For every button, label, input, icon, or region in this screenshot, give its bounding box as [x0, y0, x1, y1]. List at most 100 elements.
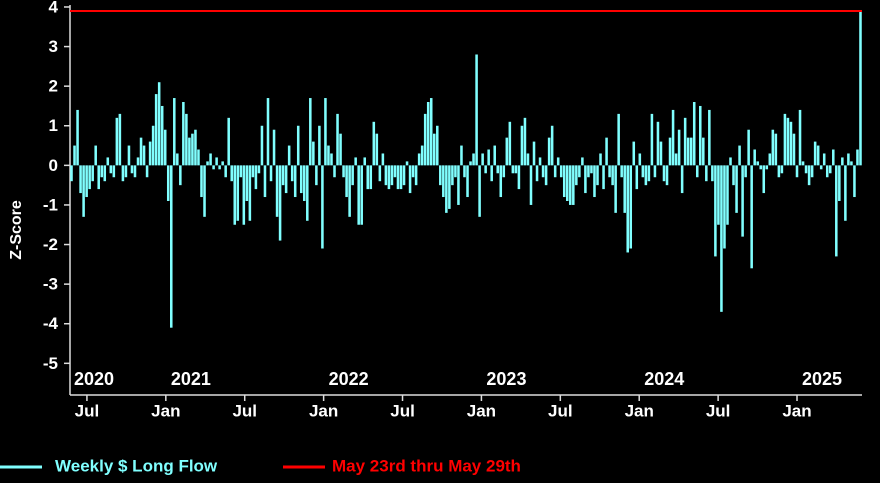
bar: [399, 165, 403, 190]
bar: [692, 102, 696, 166]
bar: [708, 109, 711, 166]
bar: [578, 165, 581, 178]
bar: [263, 165, 267, 198]
bar: [641, 165, 645, 178]
bar: [106, 157, 110, 166]
bar: [127, 145, 131, 166]
bar: [173, 98, 176, 166]
bar: [145, 165, 149, 178]
bar: [602, 165, 605, 190]
bar: [723, 165, 726, 249]
bar: [169, 165, 173, 328]
bar: [284, 165, 288, 194]
bar: [414, 165, 418, 186]
bar: [547, 137, 551, 166]
y-tick-label: 3: [49, 37, 58, 56]
bar: [381, 153, 385, 166]
bar: [741, 165, 744, 237]
x-tick-label: Jan: [625, 401, 654, 420]
bar: [423, 113, 427, 166]
bar: [789, 121, 793, 166]
bar: [115, 117, 119, 166]
bar: [768, 153, 772, 166]
bar: [493, 145, 496, 166]
bar: [505, 137, 509, 166]
bar: [538, 157, 542, 166]
bar: [668, 137, 672, 166]
bar: [378, 165, 382, 182]
bar: [148, 141, 152, 166]
bar: [490, 165, 493, 182]
bar: [405, 161, 409, 166]
bar: [623, 165, 626, 213]
bar: [584, 165, 587, 194]
bar: [248, 165, 252, 221]
y-tick-label: -2: [43, 235, 58, 254]
bar: [402, 165, 406, 186]
bar: [333, 165, 336, 178]
bar: [73, 145, 76, 166]
bar: [662, 165, 666, 182]
bar: [239, 165, 243, 178]
bar: [112, 165, 116, 178]
bar: [714, 165, 717, 257]
bar: [309, 98, 312, 166]
bar: [429, 98, 433, 166]
bar: [856, 149, 859, 166]
bar: [825, 165, 829, 178]
bar: [436, 125, 439, 166]
bar: [695, 165, 699, 178]
bar: [608, 165, 611, 178]
bar: [139, 137, 143, 166]
bar: [290, 165, 294, 182]
bar: [774, 133, 778, 166]
bar: [795, 165, 799, 178]
bar: [614, 165, 617, 213]
bar: [191, 133, 194, 166]
bar: [408, 165, 412, 194]
bar: [590, 165, 593, 174]
bar: [765, 165, 769, 170]
bar: [363, 157, 367, 166]
bar: [780, 165, 784, 174]
bar: [390, 165, 394, 186]
bar: [859, 10, 862, 166]
bar: [819, 165, 823, 170]
bar: [236, 165, 240, 221]
bar: [166, 165, 170, 201]
bar: [575, 165, 578, 186]
bar: [118, 113, 122, 166]
bar: [847, 153, 850, 166]
bar: [318, 125, 321, 166]
bar: [556, 157, 560, 166]
bar: [569, 165, 572, 205]
bar: [599, 153, 602, 166]
bar: [762, 165, 766, 194]
bar: [227, 117, 230, 166]
bar: [511, 165, 515, 174]
bar: [417, 153, 421, 166]
x-tick-label: Jul: [232, 401, 257, 420]
x-tick-label: Jan: [467, 401, 496, 420]
bar: [816, 145, 820, 166]
bar: [771, 129, 775, 166]
bar: [632, 141, 636, 166]
bar: [82, 165, 85, 217]
bar: [717, 165, 720, 225]
bar: [209, 153, 212, 166]
bar: [176, 153, 179, 166]
bar: [587, 165, 590, 178]
bar: [801, 161, 805, 166]
bar: [550, 125, 554, 166]
bar: [103, 165, 107, 182]
bar: [451, 165, 454, 186]
bar: [553, 165, 557, 178]
bar: [206, 161, 209, 166]
bar: [810, 165, 814, 178]
bar: [484, 165, 487, 174]
bar: [224, 165, 227, 178]
bar: [88, 165, 91, 190]
bar: [841, 157, 844, 166]
bar: [665, 165, 669, 186]
bar: [469, 161, 472, 166]
